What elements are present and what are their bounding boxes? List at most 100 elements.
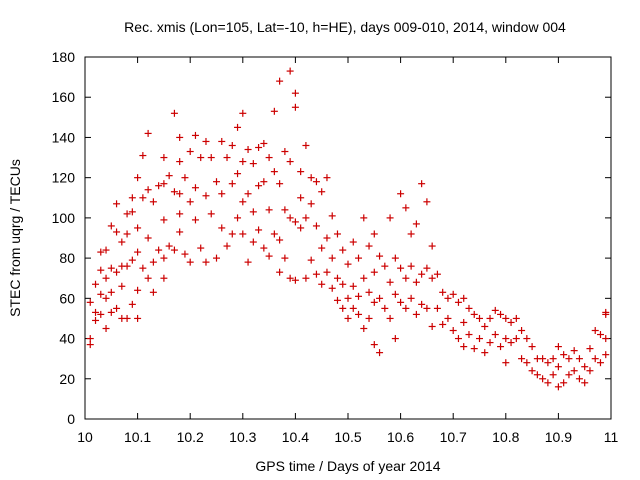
data-point xyxy=(113,228,121,236)
data-point xyxy=(423,198,431,206)
data-point xyxy=(528,343,536,351)
x-tick-label: 10.5 xyxy=(334,429,361,445)
data-point xyxy=(507,339,515,347)
y-tick-label: 40 xyxy=(59,331,75,347)
data-point xyxy=(176,210,184,218)
data-point xyxy=(402,304,410,312)
data-point xyxy=(286,67,294,75)
x-tick-label: 10.2 xyxy=(177,429,204,445)
data-point xyxy=(160,180,168,188)
data-point xyxy=(92,308,100,316)
data-point xyxy=(465,331,473,339)
data-point xyxy=(391,290,399,298)
data-point xyxy=(423,304,431,312)
data-point xyxy=(307,200,315,208)
data-point xyxy=(554,363,562,371)
data-point xyxy=(165,242,173,250)
data-point xyxy=(302,274,310,282)
data-point xyxy=(123,262,131,270)
data-point xyxy=(481,349,489,357)
data-point xyxy=(181,250,189,258)
data-point xyxy=(370,341,378,349)
data-point xyxy=(449,290,457,298)
data-point xyxy=(281,148,289,156)
data-point xyxy=(276,77,284,85)
y-tick-label: 140 xyxy=(52,129,76,145)
data-point xyxy=(297,168,305,176)
data-point xyxy=(428,242,436,250)
y-tick-label: 80 xyxy=(59,250,75,266)
data-point xyxy=(92,316,100,324)
data-point xyxy=(191,131,199,139)
data-point xyxy=(276,236,284,244)
data-point xyxy=(554,383,562,391)
y-tick-label: 180 xyxy=(52,49,76,65)
data-point xyxy=(291,103,299,111)
data-point xyxy=(407,294,415,302)
data-point xyxy=(134,224,142,232)
x-tick-label: 10.9 xyxy=(545,429,572,445)
data-point xyxy=(318,188,326,196)
data-point xyxy=(228,141,236,149)
data-point xyxy=(439,288,447,296)
data-point xyxy=(502,335,510,343)
data-point xyxy=(497,310,505,318)
data-point xyxy=(339,304,347,312)
data-point xyxy=(276,268,284,276)
data-point xyxy=(533,371,541,379)
data-point xyxy=(349,238,357,246)
x-tick-label: 10.1 xyxy=(124,429,151,445)
data-point xyxy=(391,335,399,343)
data-point xyxy=(270,107,278,115)
data-point xyxy=(444,314,452,322)
data-point xyxy=(365,288,373,296)
data-point xyxy=(565,355,573,363)
data-point xyxy=(333,230,341,238)
data-point xyxy=(170,109,178,117)
data-point xyxy=(244,146,252,154)
data-point xyxy=(328,212,336,220)
data-point xyxy=(397,298,405,306)
data-point xyxy=(454,335,462,343)
x-tick-label: 10.3 xyxy=(229,429,256,445)
data-point xyxy=(565,371,573,379)
data-point xyxy=(197,244,205,252)
data-point xyxy=(202,137,210,145)
data-point xyxy=(370,268,378,276)
data-point xyxy=(470,345,478,353)
data-point xyxy=(102,274,110,282)
data-point xyxy=(544,359,552,367)
data-point xyxy=(297,224,305,232)
data-point xyxy=(539,355,547,363)
data-point xyxy=(397,190,405,198)
data-point xyxy=(202,192,210,200)
data-point xyxy=(481,322,489,330)
data-point xyxy=(86,341,94,349)
data-point xyxy=(123,314,131,322)
data-point xyxy=(418,270,426,278)
x-tick-label: 10.6 xyxy=(387,429,414,445)
data-point xyxy=(349,304,357,312)
data-point xyxy=(128,208,136,216)
data-point xyxy=(423,264,431,272)
data-point xyxy=(418,180,426,188)
data-point xyxy=(412,310,420,318)
data-point xyxy=(118,238,126,246)
data-point xyxy=(202,258,210,266)
data-point xyxy=(86,335,94,343)
data-point xyxy=(554,343,562,351)
data-point xyxy=(460,343,468,351)
data-point xyxy=(328,254,336,262)
data-point xyxy=(507,318,515,326)
data-point xyxy=(244,190,252,198)
data-point xyxy=(160,274,168,282)
data-point xyxy=(260,139,268,147)
data-point xyxy=(265,154,273,162)
data-point xyxy=(218,137,226,145)
data-point xyxy=(218,190,226,198)
data-point xyxy=(344,294,352,302)
data-point xyxy=(186,148,194,156)
data-point xyxy=(134,248,142,256)
data-point xyxy=(176,158,184,166)
data-point xyxy=(502,314,510,322)
